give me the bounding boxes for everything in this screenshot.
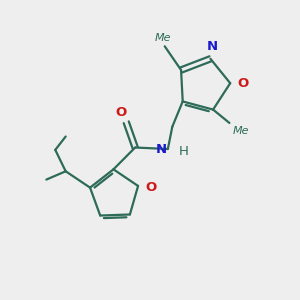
Text: O: O	[238, 77, 249, 90]
Text: Me: Me	[233, 126, 250, 136]
Text: Me: Me	[155, 33, 172, 43]
Text: N: N	[207, 40, 218, 53]
Text: H: H	[178, 145, 188, 158]
Text: O: O	[115, 106, 127, 119]
Text: N: N	[156, 142, 167, 155]
Text: O: O	[146, 181, 157, 194]
